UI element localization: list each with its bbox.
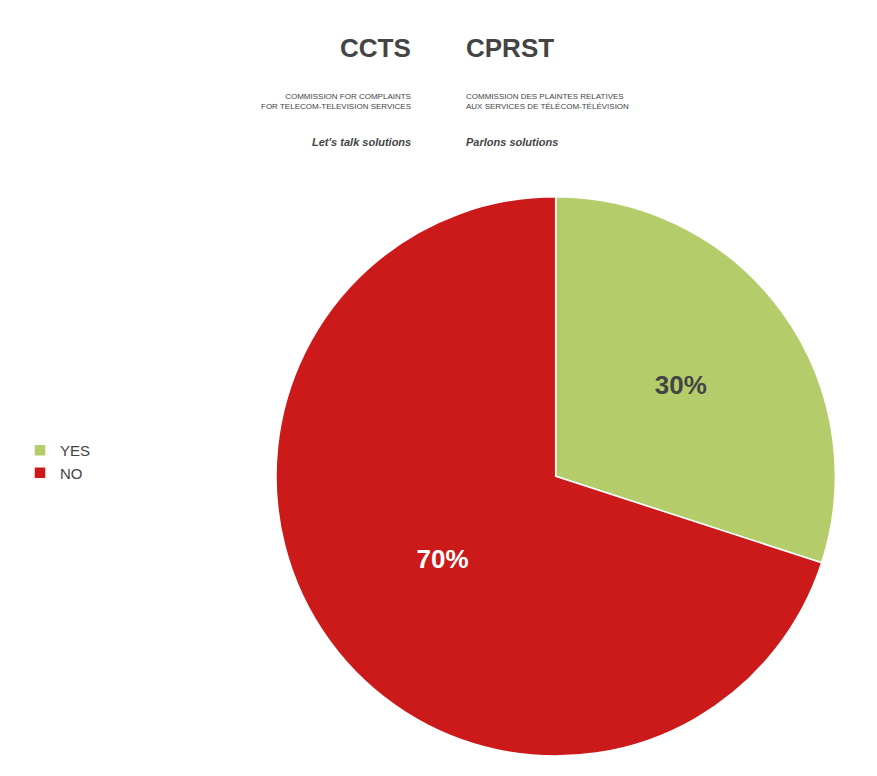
- svg-text:30%: 30%: [655, 370, 707, 400]
- svg-text:COMMISSION FOR COMPLAINTSFOR T: COMMISSION FOR COMPLAINTSFOR TELECOM-TEL…: [261, 92, 411, 111]
- svg-text:Parlons solutions: Parlons solutions: [466, 136, 558, 148]
- svg-text:NO: NO: [60, 465, 83, 482]
- svg-text:70%: 70%: [417, 544, 469, 574]
- svg-text:YES: YES: [60, 442, 90, 459]
- svg-text:CPRST: CPRST: [466, 33, 554, 63]
- svg-text:COMMISSION DES PLAINTES RELATI: COMMISSION DES PLAINTES RELATIVESAUX SER…: [466, 92, 629, 111]
- svg-text:Let's talk solutions: Let's talk solutions: [312, 136, 411, 148]
- svg-text:CCTS: CCTS: [340, 33, 411, 63]
